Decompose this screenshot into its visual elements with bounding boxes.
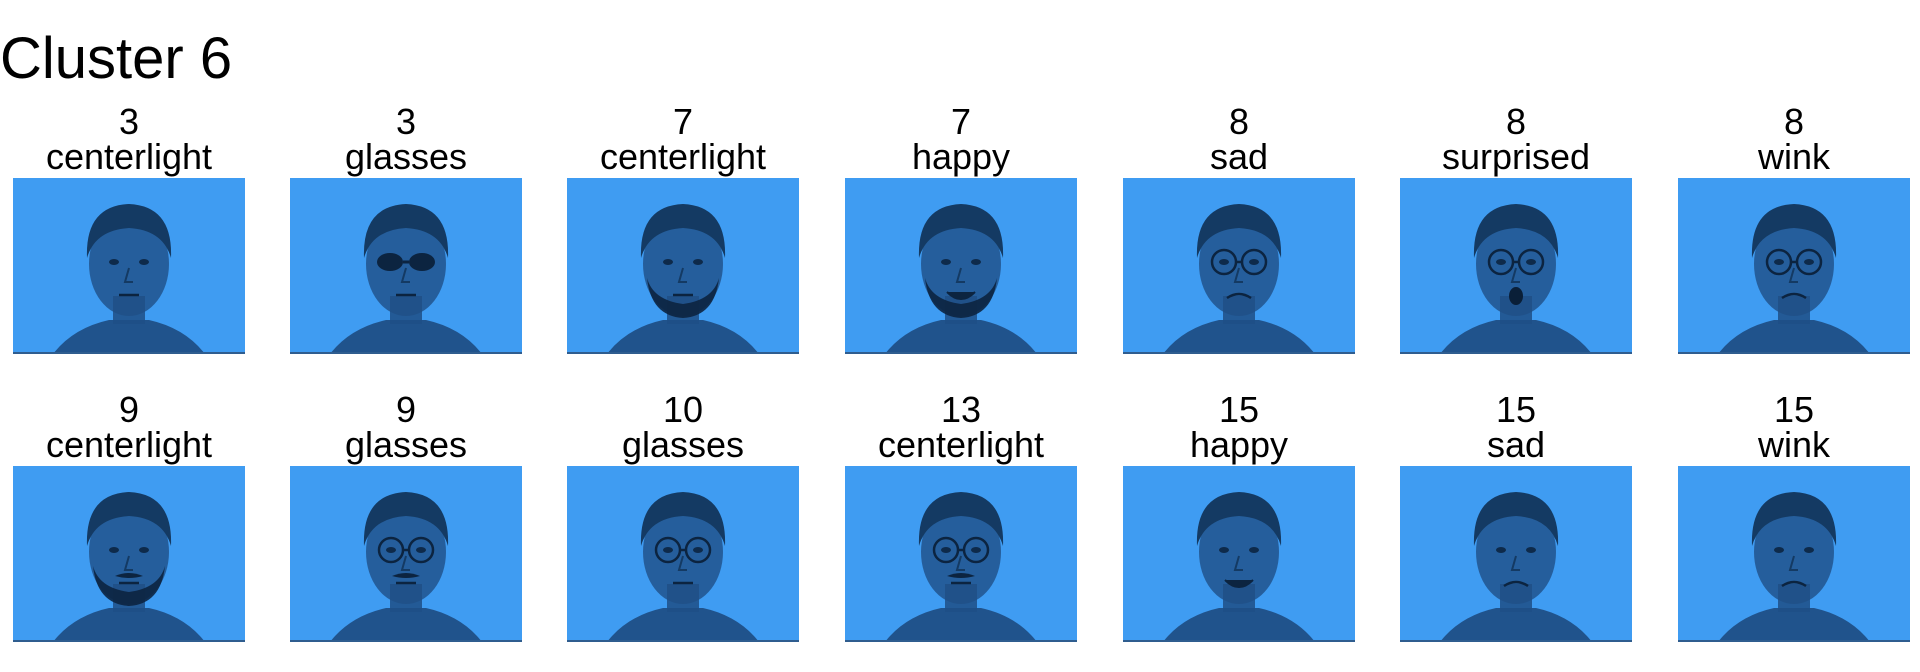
face-image <box>13 466 245 642</box>
face-portrait <box>1678 466 1910 640</box>
face-caption: 8 surprised <box>1400 104 1632 178</box>
face-caption: 9 centerlight <box>13 392 245 466</box>
condition-label: happy <box>1189 424 1289 465</box>
face-caption: 10 glasses <box>567 392 799 466</box>
face-caption: 15 wink <box>1678 392 1910 466</box>
condition-label: centerlight <box>45 136 213 177</box>
face-image <box>290 466 522 642</box>
face-portrait <box>290 178 522 352</box>
subject-label: 3 <box>395 104 417 142</box>
face-caption: 8 wink <box>1678 104 1910 178</box>
face-caption: 7 happy <box>845 104 1077 178</box>
face-caption: 15 happy <box>1123 392 1355 466</box>
face-portrait <box>1400 178 1632 352</box>
face-image <box>1123 466 1355 642</box>
condition-label: sad <box>1486 424 1546 465</box>
subject-label: 15 <box>1773 392 1815 430</box>
face-portrait <box>1123 178 1355 352</box>
condition-label: centerlight <box>599 136 767 177</box>
condition-label: glasses <box>344 424 468 465</box>
face-portrait <box>13 178 245 352</box>
condition-label: centerlight <box>877 424 1045 465</box>
face-portrait <box>567 178 799 352</box>
subject-label: 9 <box>395 392 417 430</box>
condition-label: centerlight <box>45 424 213 465</box>
subject-label: 8 <box>1228 104 1250 142</box>
face-portrait <box>1678 178 1910 352</box>
face-caption: 9 glasses <box>290 392 522 466</box>
face-portrait <box>290 466 522 640</box>
subject-label: 7 <box>672 104 694 142</box>
condition-label: sad <box>1209 136 1269 177</box>
subject-label: 8 <box>1505 104 1527 142</box>
face-portrait <box>567 466 799 640</box>
subject-label: 7 <box>950 104 972 142</box>
face-image <box>845 178 1077 354</box>
subject-label: 8 <box>1783 104 1805 142</box>
face-portrait <box>1123 466 1355 640</box>
subject-label: 13 <box>940 392 982 430</box>
face-image <box>290 178 522 354</box>
face-image <box>13 178 245 354</box>
condition-label: glasses <box>621 424 745 465</box>
face-image <box>567 466 799 642</box>
face-image <box>845 466 1077 642</box>
subject-label: 10 <box>662 392 704 430</box>
face-caption: 13 centerlight <box>845 392 1077 466</box>
face-caption: 8 sad <box>1123 104 1355 178</box>
face-image <box>1123 178 1355 354</box>
face-image <box>1400 466 1632 642</box>
face-portrait <box>845 466 1077 640</box>
figure-title: Cluster 6 <box>0 26 233 91</box>
face-image <box>1678 466 1910 642</box>
condition-label: happy <box>911 136 1011 177</box>
face-image <box>1678 178 1910 354</box>
condition-label: wink <box>1757 136 1831 177</box>
face-caption: 3 glasses <box>290 104 522 178</box>
condition-label: surprised <box>1441 136 1591 177</box>
face-caption: 15 sad <box>1400 392 1632 466</box>
face-portrait <box>13 466 245 640</box>
subject-label: 15 <box>1218 392 1260 430</box>
condition-label: glasses <box>344 136 468 177</box>
condition-label: wink <box>1757 424 1831 465</box>
face-image <box>567 178 799 354</box>
face-portrait <box>845 178 1077 352</box>
subject-label: 9 <box>118 392 140 430</box>
face-caption: 7 centerlight <box>567 104 799 178</box>
face-caption: 3 centerlight <box>13 104 245 178</box>
face-image <box>1400 178 1632 354</box>
subject-label: 3 <box>118 104 140 142</box>
subject-label: 15 <box>1495 392 1537 430</box>
face-portrait <box>1400 466 1632 640</box>
